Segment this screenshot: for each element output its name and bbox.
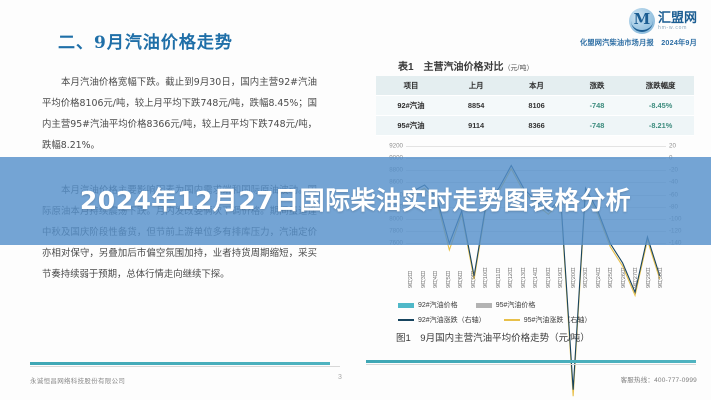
table-caption: 表1 主营汽油价格对比（元/吨） <box>398 58 534 73</box>
right-footer-rule-accent <box>366 360 696 363</box>
legend-row-bars: 92#汽油价格 95#汽油价格 <box>398 300 688 310</box>
legend-swatch-icon <box>503 319 520 321</box>
x-axis-tick-label: 9月23日 <box>583 267 589 288</box>
legend-item-95-price: 95#汽油价格 <box>475 300 536 310</box>
table-header-change: 涨跌 <box>566 76 628 96</box>
x-axis-tick-label: 9月14日 <box>533 267 539 288</box>
x-axis-tick-label: 9月4日 <box>433 270 439 288</box>
legend-row-lines: 92#汽油涨跌（右轴） 95#汽油涨跌（右轴） <box>398 315 688 325</box>
cell-change-pct: -8.21% <box>627 115 694 136</box>
y-axis-tick-label: 9200 <box>389 142 403 150</box>
x-axis-tick-label: 9月9日 <box>470 270 477 288</box>
overlay-banner: 2024年12月27日国际柴油实时走势图表格分析 <box>0 157 711 245</box>
legend-label: 95#汽油价格 <box>495 302 536 309</box>
cell-change: -748 <box>566 95 628 116</box>
chart-legend: 92#汽油价格 95#汽油价格 92#汽油涨跌（右轴） 95#汽油涨跌（右轴） <box>398 300 688 330</box>
x-axis-tick-label: 9月29日 <box>645 267 652 288</box>
x-axis-tick-label: 9月30日 <box>658 267 664 288</box>
x-axis-tick-label: 9月10日 <box>483 267 489 288</box>
cell-change: -748 <box>566 115 628 136</box>
logo-text-block: 汇盟网 hm-w.com <box>658 11 697 31</box>
cell-lastmonth: 8854 <box>445 95 507 116</box>
table-header-item: 项目 <box>376 76 446 96</box>
table-header-lastmonth: 上月 <box>445 76 507 96</box>
x-axis-tick-label: 9月12日 <box>508 267 514 288</box>
logo-globe-icon: M <box>628 8 655 34</box>
legend-label: 95#汽油涨跌（右轴） <box>523 317 592 324</box>
table-header-thismonth: 本月 <box>506 76 567 96</box>
x-axis-tick-label: 9月26日 <box>620 267 627 288</box>
y-axis-right-tick-label: 20 <box>669 142 676 150</box>
price-comparison-table: 项目 上月 本月 涨跌 涨跌幅度 92#汽油 8854 8106 -748 -8… <box>376 76 694 136</box>
customer-hotline: 客服热线：400-777-0999 <box>620 377 697 384</box>
overlay-headline: 2024年12月27日国际柴油实时走势图表格分析 <box>79 186 632 215</box>
legend-swatch-icon <box>475 302 492 308</box>
table-row: 95#汽油 9114 8366 -748 -8.21% <box>376 115 694 136</box>
chart-x-axis-labels: 9月2日 9月3日 9月4日 9月5日 9月6日 9月9日 9月10日 9月11日 9月12日 9… <box>406 246 666 288</box>
table-row: 92#汽油 8854 8106 -748 -8.45% <box>376 95 694 116</box>
footer-rule-thin <box>30 366 340 367</box>
right-footer-rule-thin <box>366 364 696 365</box>
gridline <box>406 146 666 147</box>
x-axis-tick-label: 9月6日 <box>458 270 464 288</box>
cell-thismonth: 8366 <box>506 115 567 136</box>
x-axis-tick-label: 9月27日 <box>633 267 639 288</box>
cell-thismonth: 8106 <box>506 95 567 116</box>
legend-swatch-icon <box>398 302 414 308</box>
footer-company-name: 永诚恒昌网络科技股份有限公司 <box>30 378 126 385</box>
x-axis-tick-label: 9月13日 <box>520 267 527 288</box>
figure-caption: 图1 9月国内主营汽油平均价格走势（元/吨） <box>396 333 590 344</box>
x-axis-tick-label: 9月5日 <box>445 270 452 288</box>
table-caption-unit: （元/吨） <box>503 65 534 72</box>
legend-item-95-change: 95#汽油涨跌（右轴） <box>503 315 592 325</box>
cell-lastmonth: 9114 <box>445 115 507 136</box>
x-axis-tick-label: 9月19日 <box>558 267 564 288</box>
page-number: 3 <box>338 374 342 381</box>
logo-swoosh-icon <box>630 20 653 32</box>
legend-label: 92#汽油价格 <box>418 302 458 309</box>
cell-item: 92#汽油 <box>376 95 446 116</box>
brand-logo: M 汇盟网 hm-w.com <box>628 8 697 34</box>
table-header-row: 项目 上月 本月 涨跌 涨跌幅度 <box>376 76 694 96</box>
x-axis-tick-label: 9月24日 <box>595 267 602 288</box>
logo-name-cn: 汇盟网 <box>657 10 697 25</box>
legend-item-92-change: 92#汽油涨跌（右轴） <box>398 315 486 325</box>
legend-label: 92#汽油涨跌（右轴） <box>418 317 486 324</box>
x-axis-tick-label: 9月18日 <box>545 267 552 288</box>
section-title: 二、9月汽油价格走势 <box>58 33 233 53</box>
table-header-changepct: 涨跌幅度 <box>627 76 694 96</box>
x-axis-tick-label: 9月3日 <box>420 270 427 288</box>
logo-name-en: hm-w.com <box>657 25 688 31</box>
legend-swatch-icon <box>398 319 414 321</box>
x-axis-tick-label: 9月20日 <box>570 267 577 288</box>
legend-item-92-price: 92#汽油价格 <box>398 300 458 310</box>
cell-change-pct: -8.45% <box>627 95 694 116</box>
table-caption-text: 表1 主营汽油价格对比 <box>398 62 504 73</box>
body-paragraph-1: 本月汽油价格宽幅下跌。截止到9月30日，国内主营92#汽油平均价格8106元/吨… <box>42 77 317 151</box>
x-axis-tick-label: 9月25日 <box>608 267 614 288</box>
x-axis-tick-label: 9月11日 <box>495 267 502 288</box>
report-subtitle: 化盟网汽柴油市场月报 2024年9月 <box>579 38 697 47</box>
cell-item: 95#汽油 <box>376 115 446 136</box>
x-axis-tick-label: 9月2日 <box>408 270 414 288</box>
footer-rule-accent <box>30 362 330 365</box>
